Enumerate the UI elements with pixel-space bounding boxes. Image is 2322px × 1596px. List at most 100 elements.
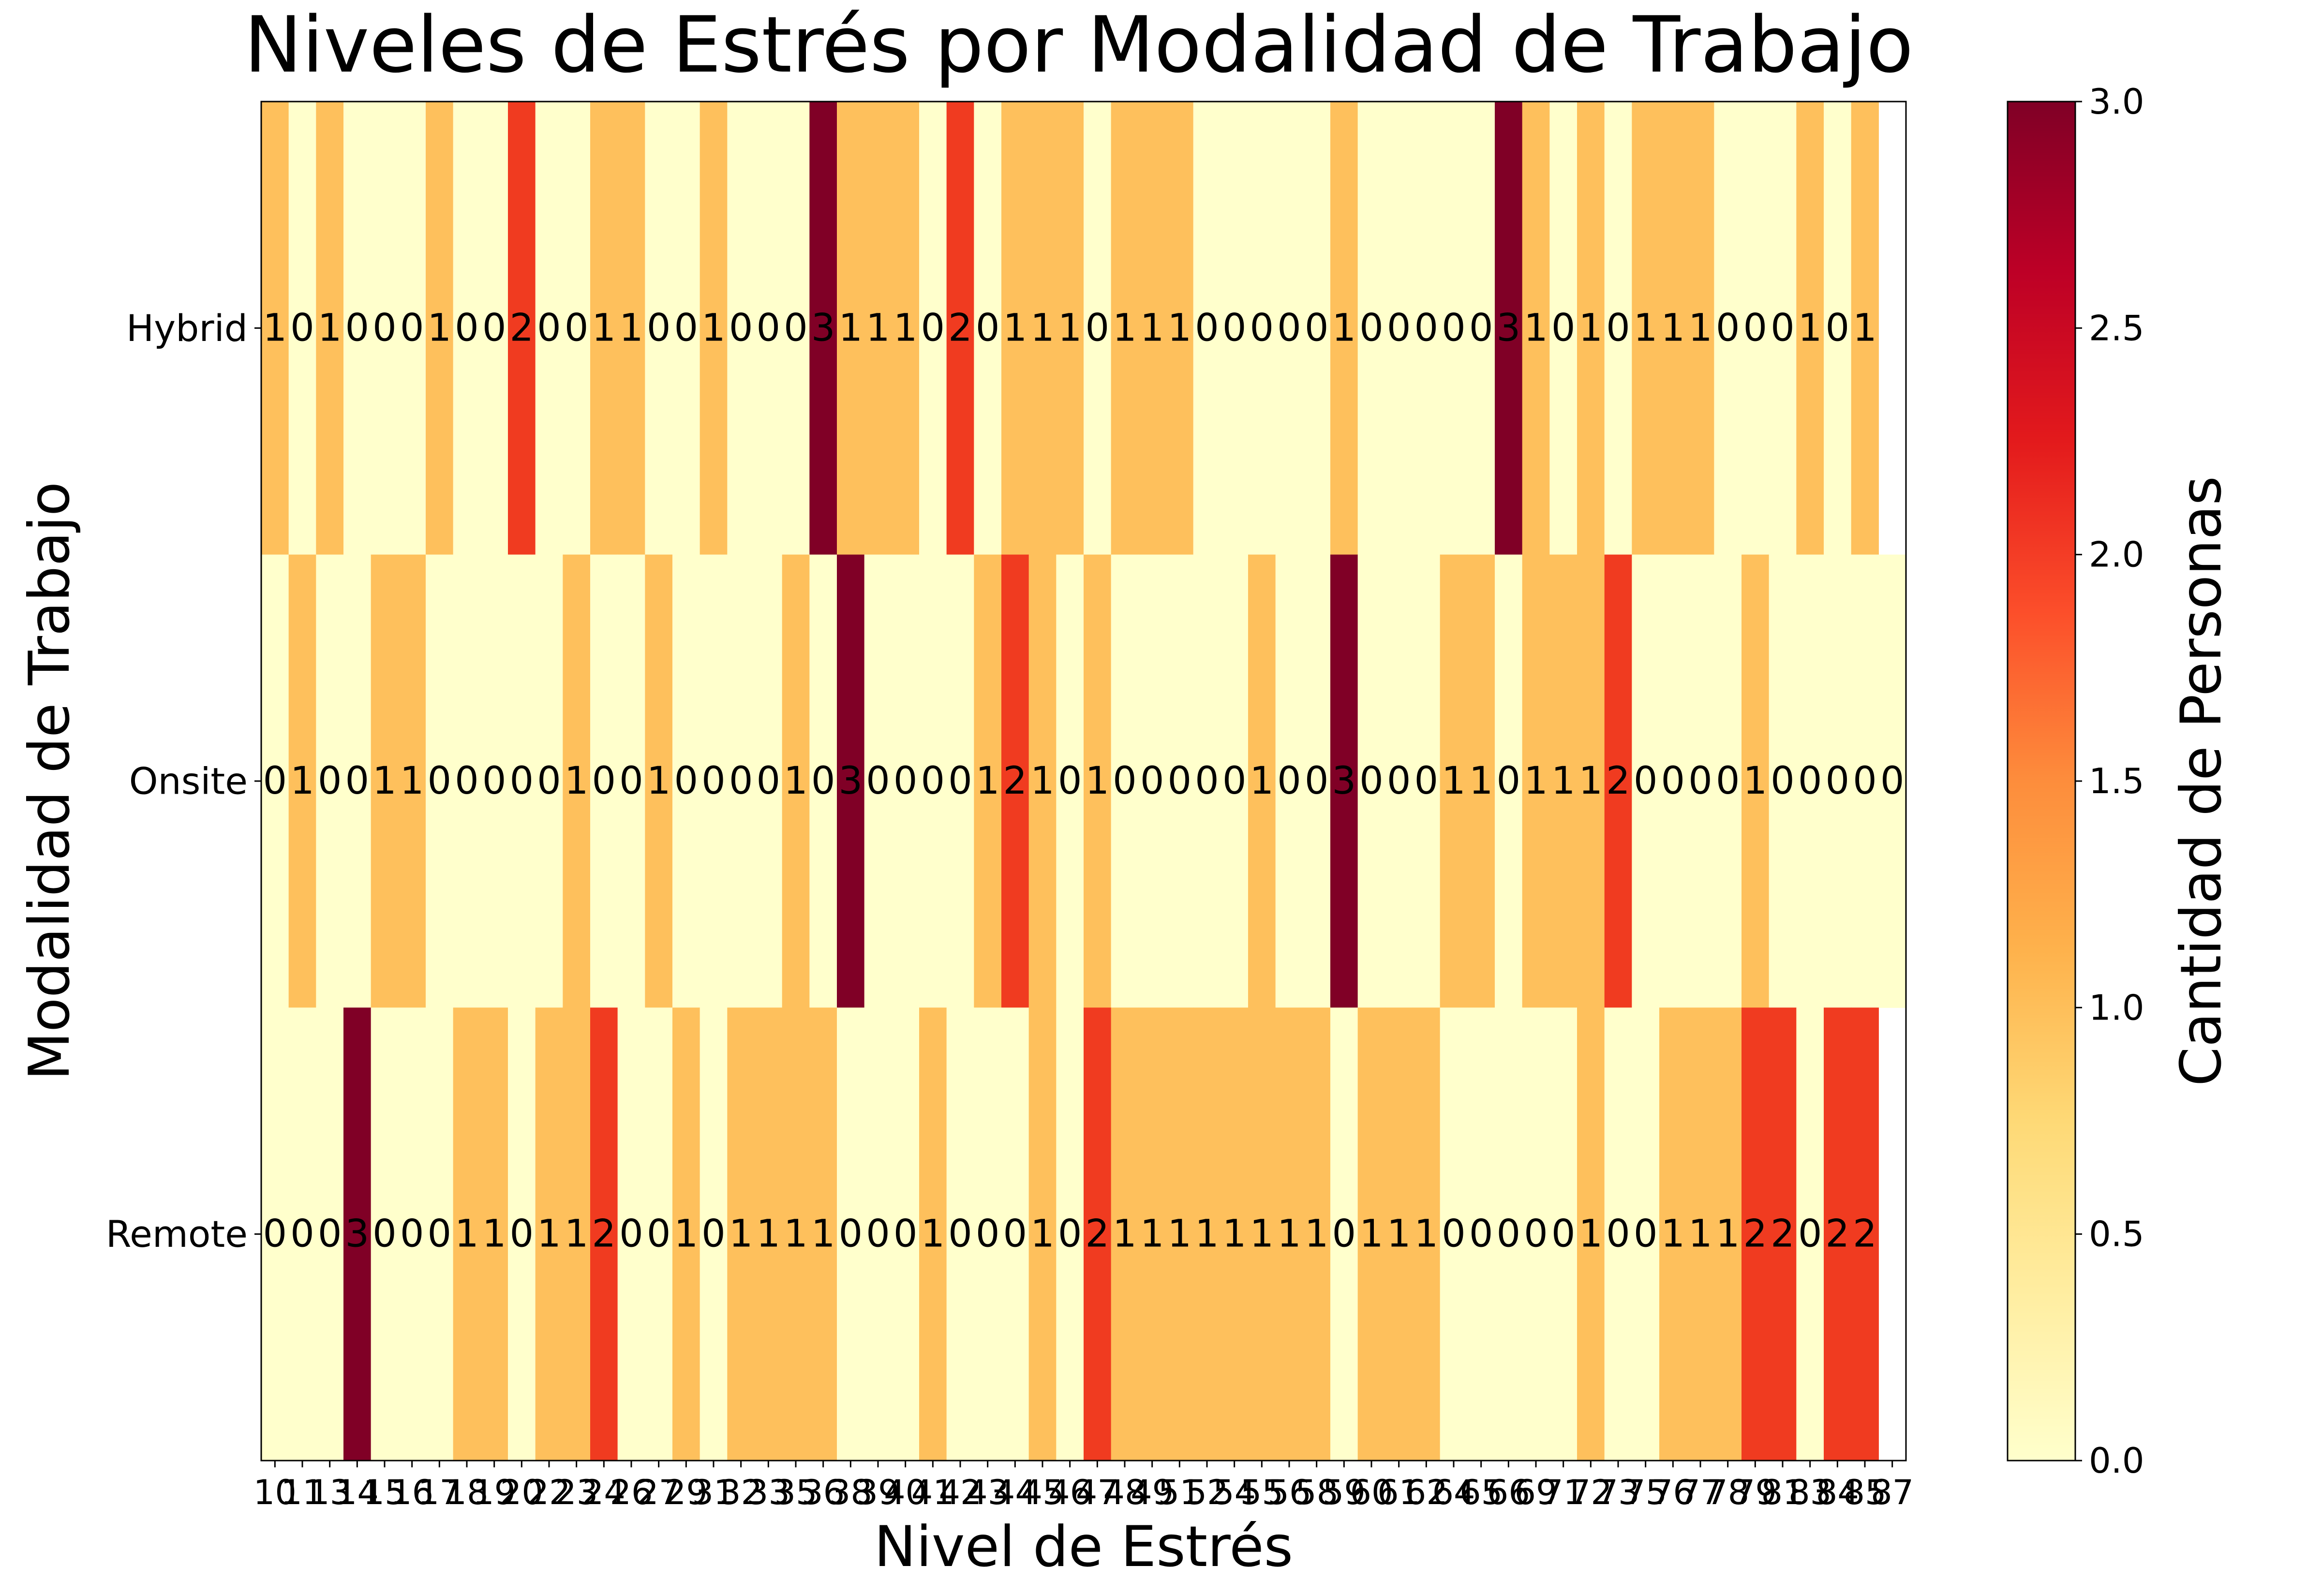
heatmap-cell [1549, 102, 1578, 555]
cell-value-label: 1 [1524, 759, 1548, 803]
colorbar-tick-label: 2.0 [2089, 534, 2144, 575]
cell-value-label: 0 [1798, 759, 1822, 803]
heatmap-cell [261, 554, 289, 1008]
cell-value-label: 0 [290, 306, 314, 350]
cell-value-label: 1 [1058, 306, 1082, 350]
cell-value-label: 0 [290, 1212, 314, 1256]
heatmap-cell [672, 554, 700, 1008]
cell-value-label: 0 [1853, 759, 1877, 803]
cell-value-label: 0 [1414, 759, 1439, 803]
x-tick-label: 79 [1734, 1473, 1777, 1512]
heatmap-cell [1742, 1007, 1770, 1461]
x-tick-label: 41 [911, 1473, 954, 1512]
heatmap-cell [809, 554, 837, 1008]
cell-value-label: 0 [1058, 1212, 1082, 1256]
heatmap-cells [261, 102, 1906, 1461]
heatmap-cell [1275, 102, 1303, 555]
heatmap-cell [1221, 1007, 1249, 1461]
cell-value-label: 2 [1853, 1212, 1877, 1256]
cell-value-label: 2 [1086, 1212, 1110, 1256]
cell-value-label: 0 [318, 759, 342, 803]
heatmap-cell [343, 102, 372, 555]
cell-value-label: 1 [1743, 759, 1768, 803]
heatmap-cell [1769, 554, 1797, 1008]
heatmap-cell [672, 102, 700, 555]
cell-value-label: 0 [1771, 306, 1795, 350]
heatmap-cell [1632, 1007, 1660, 1461]
heatmap-cell [343, 554, 372, 1008]
heatmap-cell [1248, 1007, 1276, 1461]
cell-value-label: 1 [1442, 759, 1466, 803]
heatmap-cell [1851, 1007, 1879, 1461]
heatmap-cell [837, 102, 865, 555]
heatmap-cell [563, 102, 591, 555]
heatmap-cell [1193, 1007, 1221, 1461]
heatmap-cell [809, 1007, 837, 1461]
heatmap-cell [1796, 554, 1824, 1008]
heatmap-cell [1632, 554, 1660, 1008]
heatmap-cell [782, 102, 810, 555]
cell-value-label: 0 [893, 759, 918, 803]
cell-value-label: 1 [400, 759, 424, 803]
heatmap-cell [480, 554, 508, 1008]
cell-value-label: 1 [372, 759, 397, 803]
heatmap-cell [1275, 554, 1303, 1008]
y-axis-label: Modalidad de Trabajo [17, 482, 82, 1080]
cell-value-label: 0 [647, 306, 671, 350]
cell-value-label: 0 [565, 306, 589, 350]
cell-value-label: 0 [510, 759, 534, 803]
cell-value-label: 0 [345, 759, 370, 803]
cell-value-label: 0 [1606, 306, 1630, 350]
colorbar [2007, 101, 2076, 1462]
x-tick-label: 38 [829, 1473, 872, 1512]
heatmap-cell [1632, 102, 1660, 555]
heatmap-cell [1742, 554, 1770, 1008]
heatmap-cell [1467, 554, 1495, 1008]
heatmap-cell [1221, 102, 1249, 555]
cell-value-label: 0 [647, 1212, 671, 1256]
heatmap-cell [946, 102, 974, 555]
cell-value-label: 0 [893, 1212, 918, 1256]
x-tick-label: 58 [1295, 1473, 1338, 1512]
cell-value-label: 1 [757, 1212, 781, 1256]
heatmap-cell [1330, 554, 1358, 1008]
heatmap-cell [672, 1007, 700, 1461]
cell-value-label: 1 [1250, 1212, 1274, 1256]
cell-value-label: 1 [811, 1212, 835, 1256]
x-tick-label: 32 [719, 1473, 762, 1512]
heatmap-cell [590, 554, 618, 1008]
heatmap-cell [1166, 1007, 1194, 1461]
x-tick-label: 76 [1652, 1473, 1695, 1512]
x-tick-label: 15 [363, 1473, 406, 1512]
cell-value-label: 1 [537, 1212, 561, 1256]
heatmap-cell [535, 102, 563, 555]
x-tick-label: 60 [1350, 1473, 1393, 1512]
x-tick-label: 87 [1871, 1473, 1914, 1512]
cell-value-label: 1 [1688, 1212, 1712, 1256]
cell-value-label: 0 [948, 1212, 972, 1256]
heatmap-cell [1001, 1007, 1029, 1461]
cell-value-label: 1 [1250, 759, 1274, 803]
cell-value-label: 1 [1524, 306, 1548, 350]
cell-value-label: 1 [1579, 1212, 1603, 1256]
x-tick-label: 43 [966, 1473, 1009, 1512]
x-tick-label: 83 [1788, 1473, 1831, 1512]
cell-value-label: 0 [455, 306, 479, 350]
cell-value-label: 0 [510, 1212, 534, 1256]
cell-value-label: 0 [976, 306, 1000, 350]
cell-value-label: 1 [647, 759, 671, 803]
cell-value-label: 0 [1359, 306, 1384, 350]
heatmap-cell [1851, 554, 1879, 1008]
cell-value-label: 0 [839, 1212, 863, 1256]
cell-value-label: 1 [565, 1212, 589, 1256]
cell-value-label: 0 [1003, 1212, 1027, 1256]
heatmap-cell [1138, 1007, 1166, 1461]
x-tick-label: 59 [1323, 1473, 1366, 1512]
heatmap-cell [1495, 102, 1523, 555]
cell-value-label: 0 [1387, 759, 1411, 803]
heatmap-cell [837, 554, 865, 1008]
heatmap-cell [1330, 102, 1358, 555]
x-tick-label: 56 [1267, 1473, 1310, 1512]
heatmap-cell [1248, 554, 1276, 1008]
heatmap-cell [1138, 554, 1166, 1008]
